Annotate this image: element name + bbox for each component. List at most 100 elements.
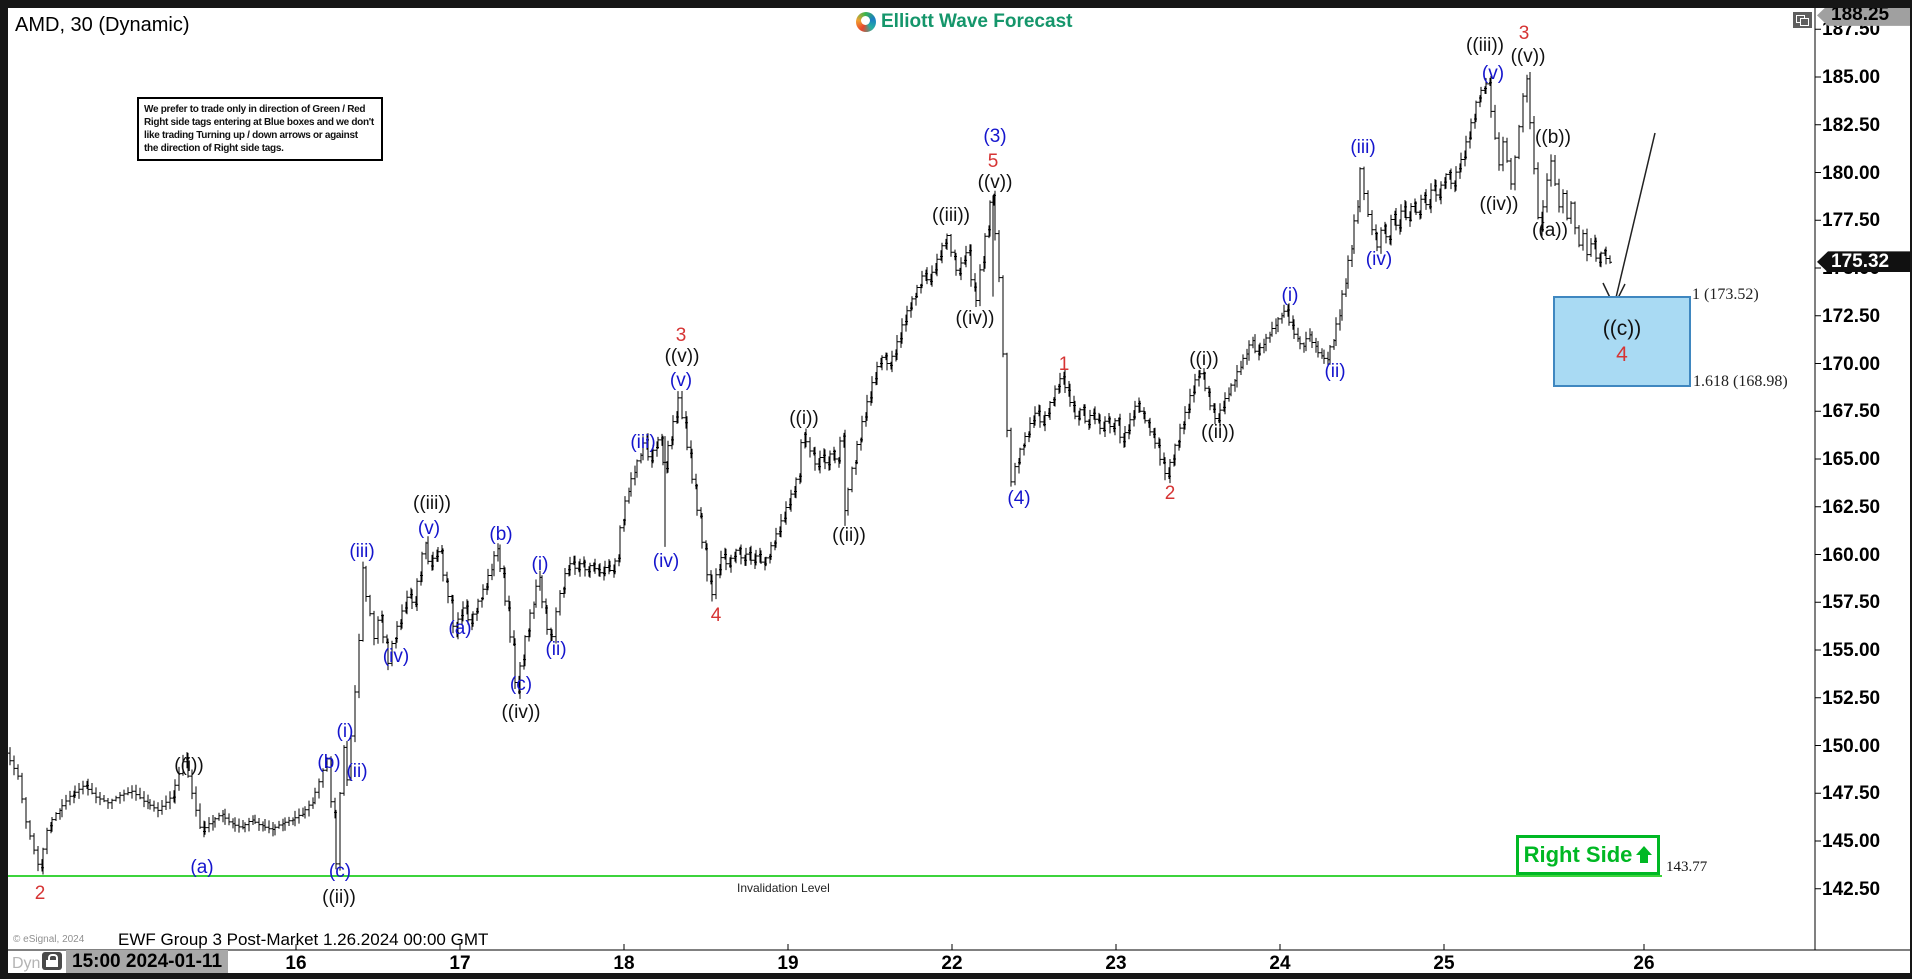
price-tick-label: 142.50 — [1822, 878, 1881, 900]
esignal-copyright: © eSignal, 2024 — [13, 934, 85, 945]
price-tick-label: 185.00 — [1822, 67, 1881, 88]
wave-label: (v) — [1481, 63, 1505, 84]
price-tick-label: 152.50 — [1822, 687, 1881, 709]
note-line: like trading Turning up / down arrows or… — [144, 130, 358, 141]
restore-window-button[interactable] — [1793, 12, 1812, 28]
wave-label: (a) — [448, 618, 472, 639]
wave-label: ((i)) — [1189, 349, 1219, 370]
wave-label: (ii) — [545, 639, 567, 660]
fib-extension-1: 1 (173.52) — [1692, 286, 1759, 304]
blue-target-box[interactable]: ((c)) 4 — [1553, 296, 1691, 387]
wave-label: (c) — [509, 674, 533, 695]
wave-label: 1 — [1058, 354, 1070, 375]
wave-label: (iv) — [652, 551, 680, 572]
right-side-text: Right Side — [1523, 842, 1633, 867]
invalidation-level-text: Invalidation Level — [737, 881, 830, 895]
price-tick-label: 157.50 — [1822, 592, 1881, 614]
wave-label: (ii) — [1324, 361, 1346, 382]
price-tick-label: 170.00 — [1822, 353, 1881, 375]
wave-label: ((iii)) — [1466, 35, 1504, 56]
wave-label: (4) — [1007, 488, 1031, 509]
wave-label: (iv) — [382, 646, 410, 667]
wave-label: ((iv)) — [501, 702, 541, 723]
target-wave-label: ((c)) — [1602, 316, 1642, 340]
wave-label: 4 — [710, 605, 722, 626]
wave-label: 2 — [34, 883, 46, 904]
wave-label: (iii) — [349, 541, 375, 562]
note-line: Right side tags entering at Blue boxes a… — [144, 117, 374, 128]
price-tick-label: 155.00 — [1822, 640, 1881, 661]
window-frame-left — [0, 0, 8, 979]
wave-label: ((v)) — [977, 172, 1013, 193]
brand-logo-text: Elliott Wave Forecast — [881, 11, 1073, 32]
invalidation-price: 143.77 — [1666, 859, 1708, 875]
price-tick-label: 165.00 — [1822, 449, 1881, 470]
wave-label: ((ii)) — [1201, 422, 1235, 443]
wave-label: ((iii)) — [932, 205, 970, 226]
wave-label: (b) — [489, 524, 513, 545]
session-footer: EWF Group 3 Post-Market 1.26.2024 00:00 … — [118, 930, 489, 949]
date-tick-label: 26 — [1633, 953, 1655, 974]
wave-label: (c) — [328, 861, 352, 882]
wave-label: ((i)) — [789, 408, 819, 429]
wave-label: ((v)) — [664, 346, 700, 367]
wave-label: ((ii)) — [832, 525, 866, 546]
brand-logo: Elliott Wave Forecast — [856, 11, 1072, 33]
wave-label: ((v)) — [1510, 46, 1546, 67]
window-frame-bottom — [0, 973, 1912, 979]
wave-label: (3) — [983, 126, 1007, 147]
wave-label: (i) — [1281, 285, 1299, 306]
price-tick-label: 162.50 — [1822, 496, 1881, 518]
lock-icon[interactable] — [42, 952, 62, 970]
wave-label: ((ii)) — [322, 887, 356, 908]
wave-label: (i) — [336, 721, 354, 742]
up-arrow-icon — [1636, 846, 1653, 864]
symbol-title: AMD, 30 (Dynamic) — [15, 14, 190, 36]
price-tick-label: 145.00 — [1822, 831, 1881, 852]
trading-note-box: We prefer to trade only in direction of … — [137, 97, 383, 161]
wave-label: (iii) — [1350, 137, 1376, 158]
price-tick-label: 180.00 — [1822, 162, 1881, 184]
wave-label: ((i)) — [174, 755, 204, 776]
price-tick-label: 167.50 — [1822, 401, 1881, 423]
wave-label: (iii) — [630, 432, 656, 453]
dyn-mode-label: Dyn — [12, 955, 41, 972]
wave-label: 5 — [987, 151, 999, 172]
wave-label: (i) — [531, 554, 549, 575]
date-tick-label: 25 — [1433, 953, 1455, 974]
date-tick-label: 19 — [777, 953, 799, 974]
date-tick-label: 22 — [941, 953, 963, 974]
wave-label: ((iv)) — [1479, 194, 1519, 215]
cursor-timestamp: 15:00 2024-01-11 — [66, 950, 229, 974]
price-tick-label: 160.00 — [1822, 544, 1881, 566]
date-tick-label: 23 — [1105, 953, 1127, 974]
session-high-tag: 188.25 — [1817, 4, 1912, 26]
wave-label: (b) — [317, 752, 341, 773]
wave-label: ((a)) — [1532, 220, 1568, 241]
price-tick-label: 150.00 — [1822, 735, 1881, 757]
right-side-badge: Right Side — [1516, 835, 1660, 875]
ewf-globe-icon — [856, 12, 876, 32]
last-price-tag: 175.32 — [1817, 251, 1912, 273]
window-frame-top — [0, 0, 1912, 8]
fib-extension-1618: 1.618 (168.98) — [1693, 372, 1788, 390]
wave-label: 3 — [1518, 23, 1530, 44]
wave-label: (ii) — [346, 761, 368, 782]
target-wave-number: 4 — [1616, 342, 1628, 366]
wave-label: ((b)) — [1535, 127, 1571, 148]
wave-label: ((iii)) — [413, 493, 451, 514]
wave-label: 3 — [675, 325, 687, 346]
wave-label: (v) — [669, 370, 693, 391]
wave-label: ((iv)) — [955, 308, 995, 329]
wave-label: (a) — [190, 857, 214, 878]
date-tick-label: 16 — [285, 953, 307, 974]
window-frame-right — [1910, 0, 1912, 979]
wave-label: (v) — [417, 518, 441, 539]
note-line: the direction of Right side tags. — [144, 143, 284, 154]
date-tick-label: 17 — [449, 953, 471, 974]
price-tick-label: 182.50 — [1822, 114, 1881, 136]
date-tick-label: 18 — [613, 953, 635, 974]
date-tick-label: 24 — [1269, 953, 1291, 974]
wave-label: 2 — [1164, 483, 1176, 504]
